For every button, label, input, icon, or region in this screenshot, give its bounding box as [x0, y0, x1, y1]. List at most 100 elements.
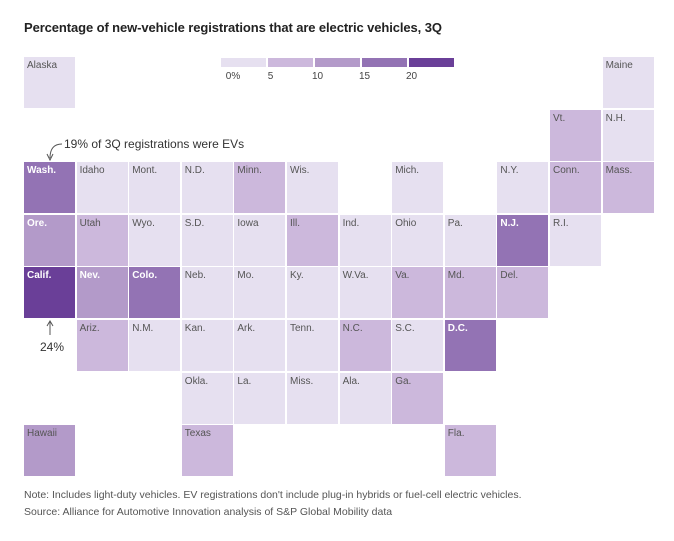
state-label: N.C.: [342, 323, 363, 334]
state-label: Mass.: [605, 165, 633, 177]
state-tile-ind: Ind.: [339, 214, 391, 266]
state-tile-pa: Pa.: [444, 214, 496, 266]
state-label: Okla.: [184, 375, 209, 387]
state-label: Nev.: [79, 270, 100, 282]
state-label: Mo.: [237, 270, 255, 282]
state-tile-wva: W.Va.: [339, 267, 391, 319]
state-label: Alaska: [27, 60, 58, 71]
state-label: Wyo.: [132, 217, 155, 229]
legend-tick: 5: [267, 71, 274, 82]
state-label: D.C.: [447, 323, 468, 334]
state-label: W.Va.: [342, 270, 369, 282]
state-label: Fla.: [447, 428, 465, 440]
state-label: Ill.: [290, 217, 300, 229]
state-tile-neb: Neb.: [181, 267, 233, 319]
state-tile-ark: Ark.: [234, 320, 286, 371]
state-label: N.J.: [500, 217, 519, 229]
state-label: Wis.: [290, 165, 310, 177]
state-label: Md.: [447, 270, 465, 282]
wash-annotation: 19% of 3Q registrations were EVs: [64, 137, 245, 151]
state-tile-conn: Conn.: [550, 162, 601, 214]
state-tile-ala: Ala.: [339, 372, 391, 424]
legend-swatch: [362, 58, 407, 67]
state-label: S.D.: [184, 217, 205, 229]
state-tile-sd: S.D.: [181, 214, 233, 266]
state-label: Maine: [605, 60, 633, 71]
state-label: Pa.: [447, 217, 463, 229]
state-label: R.I.: [553, 217, 569, 229]
state-tile-mich: Mich.: [392, 162, 444, 214]
state-label: Kan.: [184, 323, 206, 334]
state-tile-okla: Okla.: [181, 372, 233, 424]
state-tile-nc: N.C.: [339, 320, 391, 371]
state-tile-mo: Mo.: [234, 267, 286, 319]
state-tile-miss: Miss.: [287, 372, 338, 424]
state-label: Ark.: [237, 323, 256, 334]
chart-title: Percentage of new-vehicle registrations …: [24, 20, 442, 35]
state-label: Colo.: [132, 270, 158, 282]
state-label: Texas: [184, 428, 211, 440]
state-label: Va.: [395, 270, 410, 282]
state-tile-ill: Ill.: [287, 214, 338, 266]
state-tile-nev: Nev.: [76, 267, 128, 319]
state-tile-ny: N.Y.: [497, 162, 549, 214]
state-label: Idaho: [79, 165, 105, 177]
state-label: N.D.: [184, 165, 205, 177]
state-label: Neb.: [184, 270, 206, 282]
state-tile-hawaii: Hawaii: [24, 425, 75, 477]
state-tile-idaho: Idaho: [76, 162, 128, 214]
state-label: Mont.: [132, 165, 158, 177]
state-tile-maine: Maine: [602, 57, 654, 108]
state-tile-calif: Calif.: [24, 267, 75, 319]
state-label: Ariz.: [79, 323, 100, 334]
legend-tick: 0%: [225, 71, 241, 82]
state-label: Minn.: [237, 165, 262, 177]
state-tile-md: Md.: [444, 267, 496, 319]
state-tile-del: Del.: [497, 267, 549, 319]
state-label: Hawaii: [27, 428, 58, 440]
state-label: Wash.: [27, 165, 57, 177]
state-tile-ore: Ore.: [24, 214, 75, 266]
state-tile-dc: D.C.: [444, 320, 496, 371]
state-tile-mass: Mass.: [602, 162, 654, 214]
state-label: Ky.: [290, 270, 304, 282]
legend-tick: 10: [311, 71, 324, 82]
state-tile-alaska: Alaska: [24, 57, 75, 108]
state-label: Ore.: [27, 217, 48, 229]
state-tile-fla: Fla.: [444, 425, 496, 477]
state-label: La.: [237, 375, 252, 387]
state-tile-wyo: Wyo.: [129, 214, 181, 266]
state-tile-tenn: Tenn.: [287, 320, 338, 371]
state-label: Ohio: [395, 217, 417, 229]
state-label: S.C.: [395, 323, 415, 334]
state-tile-texas: Texas: [181, 425, 233, 477]
footnote: Note: Includes light-duty vehicles. EV r…: [24, 489, 522, 501]
state-tile-vt: Vt.: [550, 109, 601, 161]
wash-annotation-arrow: [46, 143, 63, 162]
state-tile-nh: N.H.: [602, 109, 654, 161]
state-label: Tenn.: [290, 323, 315, 334]
legend-swatch: [409, 58, 454, 67]
calif-annotation-arrow: [46, 320, 54, 335]
state-label: N.M.: [132, 323, 154, 334]
state-tile-la: La.: [234, 372, 286, 424]
state-tile-colo: Colo.: [129, 267, 181, 319]
state-label: Iowa: [237, 217, 259, 229]
state-tile-wis: Wis.: [287, 162, 338, 214]
state-label: Ala.: [342, 375, 360, 387]
state-tile-va: Va.: [392, 267, 444, 319]
source-note: Source: Alliance for Automotive Innovati…: [24, 506, 393, 518]
state-label: Ga.: [395, 375, 412, 387]
state-label: Mich.: [395, 165, 420, 177]
state-label: N.Y.: [500, 165, 519, 177]
state-tile-kan: Kan.: [181, 320, 233, 371]
state-tile-mont: Mont.: [129, 162, 181, 214]
state-tile-ri: R.I.: [550, 214, 601, 266]
state-label: Del.: [500, 270, 519, 282]
state-label: Ind.: [342, 217, 360, 229]
state-tile-iowa: Iowa: [234, 214, 286, 266]
state-label: Utah: [79, 217, 101, 229]
state-tile-wash: Wash.: [24, 162, 75, 214]
legend-tick: 15: [358, 71, 371, 82]
